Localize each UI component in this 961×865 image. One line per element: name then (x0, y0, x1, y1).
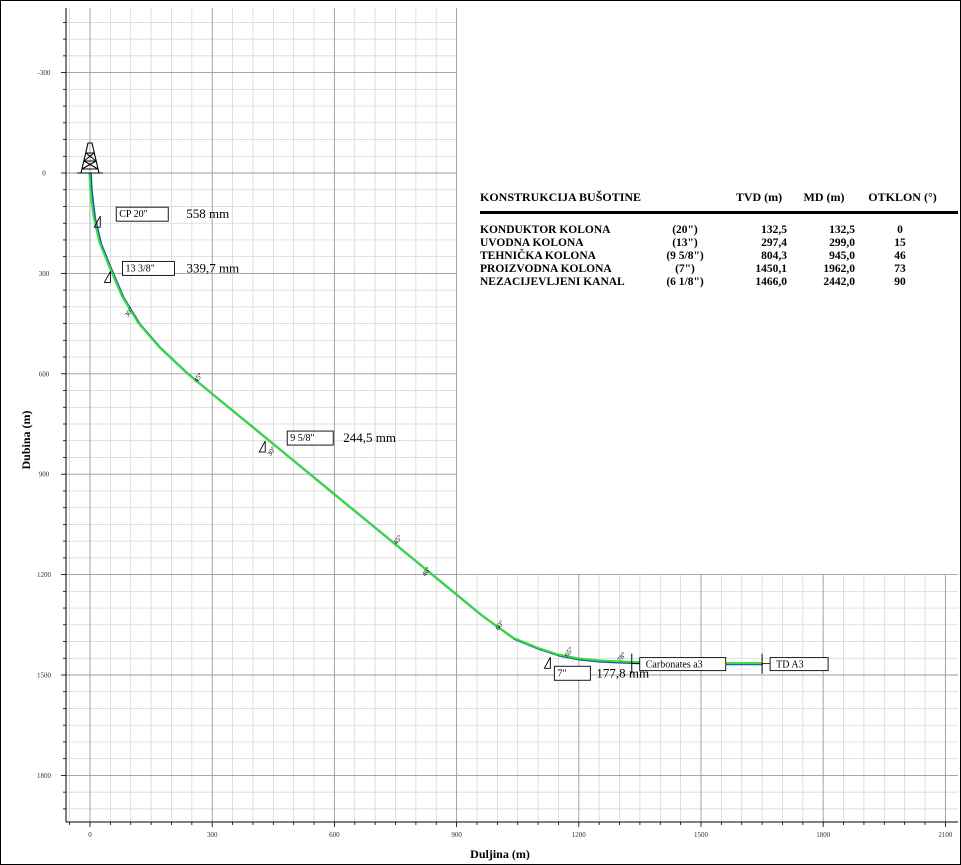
casing-size-label: 558 mm (186, 206, 229, 221)
y-tick-label: 1800 (37, 772, 52, 780)
well-construction-table: KONSTRUKCIJA BUŠOTINE TVD (m) MD (m) OTK… (480, 190, 958, 289)
x-tick-labels: 0 300 600 900 1200 1500 1800 2100 (88, 831, 953, 839)
y-tick-label: -300 (38, 69, 51, 77)
row-name: UVODNA KOLONA (480, 237, 584, 249)
row-otklon: 0 (897, 224, 903, 236)
marker-box (769, 657, 829, 672)
casing-annotations: CP 20" 558 mm 13 3/8" 339,7 mm 9 5/8" 244,5 m… (93, 206, 649, 681)
casing-annotation: CP 20" 558 mm (93, 206, 229, 228)
x-tick-label: 1500 (694, 831, 709, 839)
casing-box (121, 260, 175, 276)
table-title: KONSTRUKCIJA BUŠOTINE (480, 190, 642, 204)
marker-box (639, 657, 727, 672)
row-md: 945,0 (829, 250, 855, 262)
drilling-rig-icon (77, 142, 103, 174)
casing-size-label: 244,5 mm (343, 430, 396, 445)
casing-annotation: 13 3/8" 339,7 mm (103, 260, 239, 283)
casing-annotation: 7" 177,8 mm (543, 657, 649, 681)
axes (61, 8, 958, 827)
casing-annotation: 9 5/8" 244,5 mm (258, 430, 396, 453)
casing-shoe-icon (258, 440, 266, 453)
casing-shoe-icon (103, 271, 111, 283)
x-tick-label: 1800 (816, 831, 831, 839)
x-tick-label: 1200 (572, 831, 587, 839)
row-size: (20") (672, 224, 698, 236)
formation-marker: Carbonates a3 (631, 653, 727, 674)
row-size: (9 5/8") (666, 250, 704, 262)
row-size: (6 1/8") (666, 276, 704, 288)
table-header: KONSTRUKCIJA BUŠOTINE TVD (m) MD (m) OTK… (480, 190, 958, 214)
row-name: PROIZVODNA KOLONA (480, 263, 612, 275)
marker-label: Carbonates a3 (646, 660, 703, 671)
table-row: UVODNA KOLONA (13") 297,4 299,0 15 (480, 237, 958, 250)
angle-label: 45° (192, 371, 204, 384)
col-md-header: MD (m) (803, 190, 845, 204)
row-tvd: 804,3 (761, 250, 787, 262)
casing-box-label: 7" (557, 668, 566, 679)
angle-label: 60° (494, 619, 506, 632)
row-size: (7") (675, 263, 695, 275)
row-tvd: 297,4 (761, 237, 787, 249)
y-tick-label: 300 (39, 270, 50, 278)
row-md: 132,5 (829, 224, 855, 236)
x-tick-label: 300 (207, 831, 218, 839)
x-axis-title: Duljina (m) (470, 847, 530, 861)
y-axis-title: Dubina (m) (19, 410, 33, 469)
table-row: PROIZVODNA KOLONA (7") 1450,1 1962,0 73 (480, 263, 958, 276)
table-row: NEZACIJEVLJENI KANAL (6 1/8") 1466,0 244… (480, 276, 958, 289)
table-background (457, 8, 958, 575)
row-md: 1962,0 (823, 263, 855, 275)
casing-box (553, 665, 591, 681)
row-otklon: 15 (894, 237, 906, 249)
col-otklon-header: OTKLON (°) (868, 190, 937, 204)
formation-marker: TD A3 (761, 653, 829, 674)
casing-shoe-icon (543, 657, 551, 669)
row-md: 299,0 (829, 237, 855, 249)
table-row: KONDUKTOR KOLONA (20") 132,5 132,5 0 (480, 224, 958, 237)
casing-box (115, 206, 169, 222)
x-tick-label: 2100 (938, 831, 953, 839)
y-tick-labels: -300 0 300 600 900 1200 1500 1800 (37, 69, 52, 780)
derrick-shape (77, 142, 103, 174)
x-tick-label: 900 (451, 831, 462, 839)
col-tvd-header: TVD (m) (735, 190, 783, 204)
formation-markers: Carbonates a3 TD A3 (631, 653, 829, 674)
row-size: (13") (672, 237, 698, 249)
angle-label: 45° (392, 534, 404, 547)
y-tick-label: 0 (42, 170, 46, 178)
casing-shoe-icon (93, 215, 101, 228)
y-tick-label: 1500 (37, 672, 52, 680)
x-tick-label: 0 (88, 831, 92, 839)
row-name: TEHNIČKA KOLONA (480, 250, 596, 262)
x-tick-label: 600 (329, 831, 340, 839)
row-otklon: 73 (894, 263, 906, 275)
row-tvd: 1466,0 (755, 276, 787, 288)
y-tick-label: 900 (39, 471, 50, 479)
casing-box (286, 430, 334, 446)
row-otklon: 90 (894, 276, 906, 288)
casing-box-label: 13 3/8" (125, 263, 154, 274)
row-name: KONDUKTOR KOLONA (480, 224, 611, 236)
y-tick-label: 1200 (37, 571, 52, 579)
table-body: KONDUKTOR KOLONA (20") 132,5 132,5 0 UVO… (480, 214, 958, 289)
marker-label: TD A3 (776, 660, 804, 671)
row-md: 2442,0 (823, 276, 855, 288)
casing-size-label: 339,7 mm (186, 260, 239, 275)
y-tick-label: 600 (39, 370, 50, 378)
casing-box-label: CP 20" (119, 209, 147, 220)
row-name: NEZACIJEVLJENI KANAL (480, 276, 625, 288)
row-otklon: 46 (894, 250, 906, 262)
casing-box-label: 9 5/8" (290, 433, 314, 444)
row-tvd: 132,5 (761, 224, 787, 236)
table-row: TEHNIČKA KOLONA (9 5/8") 804,3 945,0 46 (480, 250, 958, 263)
row-tvd: 1450,1 (755, 263, 787, 275)
casing-size-label: 177,8 mm (596, 665, 649, 680)
